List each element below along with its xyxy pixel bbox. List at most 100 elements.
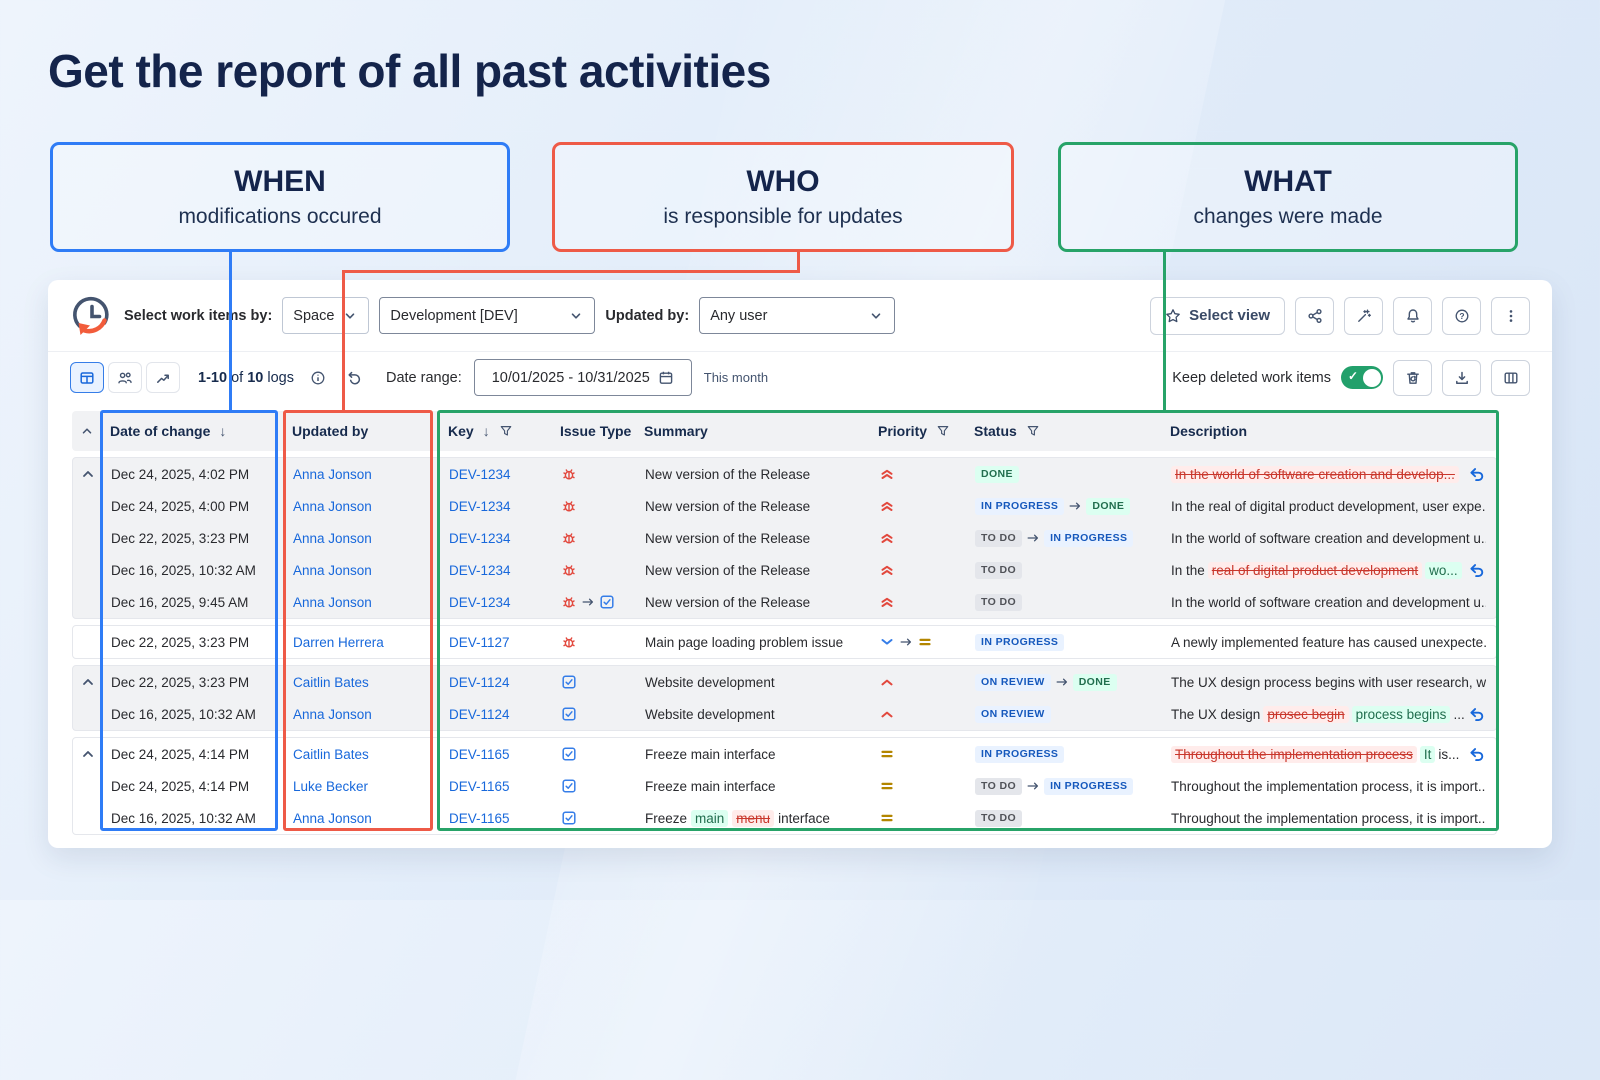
filter-icon[interactable]: [1026, 424, 1040, 438]
collapse-group-button[interactable]: [80, 674, 96, 690]
space-select-value: Space: [293, 307, 335, 324]
magic-wand-button[interactable]: [1344, 296, 1383, 335]
trash-button[interactable]: [1393, 359, 1432, 396]
keep-deleted-label: Keep deleted work items: [1172, 369, 1331, 386]
header-summary[interactable]: Summary: [644, 423, 708, 439]
collapse-all-icon[interactable]: [80, 424, 94, 438]
task-icon: [561, 706, 577, 722]
log-group: Dec 22, 2025, 3:23 PM Darren Herrera DEV-1…: [72, 625, 1497, 659]
header-status[interactable]: Status: [974, 423, 1017, 439]
cell-issue-type: [553, 746, 637, 762]
project-select[interactable]: Development [DEV]: [379, 297, 596, 334]
download-button[interactable]: [1442, 359, 1481, 396]
more-actions-button[interactable]: [1491, 296, 1530, 335]
user-link[interactable]: Anna Jonson: [293, 498, 372, 514]
trash-icon: [1405, 370, 1421, 386]
table-row[interactable]: Dec 24, 2025, 4:00 PM Anna Jonson DEV-1234…: [73, 490, 1496, 522]
columns-button[interactable]: [1491, 359, 1530, 396]
status-badge: TO DO: [975, 529, 1023, 547]
table-row[interactable]: Dec 16, 2025, 9:45 AM Anna Jonson DEV-1234…: [73, 586, 1496, 618]
help-button[interactable]: ?: [1442, 296, 1481, 335]
table-view-button[interactable]: [70, 362, 104, 393]
undo-change-button[interactable]: [1468, 561, 1486, 579]
date-range-input[interactable]: 10/01/2025 - 10/31/2025: [473, 359, 692, 396]
cell-description: In the world of software creation and de…: [1163, 595, 1496, 610]
work-item-key-link[interactable]: DEV-1234: [449, 562, 511, 578]
cell-updated-by: Caitlin Bates: [285, 747, 441, 762]
user-link[interactable]: Luke Becker: [293, 778, 369, 794]
svg-text:?: ?: [1459, 311, 1464, 321]
priority-high-icon: [879, 674, 895, 690]
work-item-key-link[interactable]: DEV-1234: [449, 498, 511, 514]
kebab-menu-icon: [1503, 308, 1519, 324]
user-link[interactable]: Caitlin Bates: [293, 674, 369, 690]
user-link[interactable]: Anna Jonson: [293, 466, 372, 482]
refresh-button[interactable]: [342, 366, 366, 390]
work-item-key-link[interactable]: DEV-1124: [449, 674, 510, 690]
task-icon: [561, 778, 577, 794]
space-select[interactable]: Space: [282, 297, 370, 334]
work-item-key-link[interactable]: DEV-1234: [449, 594, 511, 610]
collapse-group-button[interactable]: [80, 746, 96, 762]
table-row[interactable]: Dec 24, 2025, 4:02 PM Anna Jonson DEV-1234…: [73, 458, 1496, 490]
work-item-key-link[interactable]: DEV-1234: [449, 466, 511, 482]
user-link[interactable]: Anna Jonson: [293, 562, 372, 578]
work-item-key-link[interactable]: DEV-1124: [449, 706, 510, 722]
filter-icon[interactable]: [936, 424, 950, 438]
header-description[interactable]: Description: [1170, 423, 1248, 439]
sort-down-icon[interactable]: ↓: [482, 423, 490, 439]
log-group: Dec 22, 2025, 3:23 PM Caitlin Bates DEV-11…: [72, 665, 1497, 731]
table-row[interactable]: Dec 24, 2025, 4:14 PM Caitlin Bates DEV-11…: [73, 738, 1496, 770]
table-row[interactable]: Dec 24, 2025, 4:14 PM Luke Becker DEV-1165…: [73, 770, 1496, 802]
undo-change-button[interactable]: [1468, 745, 1486, 763]
sub-toolbar: 1-10 of 10 logs Date range: 10/01/2025 -…: [48, 352, 1552, 403]
header-updated-by[interactable]: Updated by: [292, 423, 369, 439]
table-row[interactable]: Dec 22, 2025, 3:23 PM Caitlin Bates DEV-11…: [73, 666, 1496, 698]
table-row[interactable]: Dec 22, 2025, 3:23 PM Darren Herrera DEV-1…: [73, 626, 1496, 658]
user-link[interactable]: Anna Jonson: [293, 530, 372, 546]
user-link[interactable]: Darren Herrera: [293, 634, 384, 650]
work-item-key-link[interactable]: DEV-1165: [449, 746, 510, 762]
user-link[interactable]: Anna Jonson: [293, 810, 372, 826]
info-button[interactable]: [306, 366, 330, 390]
bug-icon: [561, 634, 577, 650]
undo-change-button[interactable]: [1468, 705, 1486, 723]
table-row[interactable]: Dec 16, 2025, 10:32 AM Anna Jonson DEV-112…: [73, 698, 1496, 730]
updated-by-select[interactable]: Any user: [699, 297, 896, 334]
table-row[interactable]: Dec 22, 2025, 3:23 PM Anna Jonson DEV-1234…: [73, 522, 1496, 554]
cell-updated-by: Anna Jonson: [285, 811, 441, 826]
people-view-button[interactable]: [108, 362, 142, 393]
keep-deleted-toggle[interactable]: ✓: [1341, 366, 1383, 389]
table-row[interactable]: Dec 16, 2025, 10:32 AM Anna Jonson DEV-123…: [73, 554, 1496, 586]
user-link[interactable]: Caitlin Bates: [293, 746, 369, 762]
cell-description: A newly implemented feature has caused u…: [1163, 635, 1496, 650]
arrow-right-icon: [1026, 779, 1040, 793]
share-button[interactable]: [1295, 296, 1334, 335]
select-view-button[interactable]: Select view: [1150, 296, 1285, 335]
header-priority[interactable]: Priority: [878, 423, 928, 439]
user-link[interactable]: Anna Jonson: [293, 706, 372, 722]
collapse-group-button[interactable]: [80, 466, 96, 482]
undo-change-button[interactable]: [1468, 465, 1486, 483]
cell-issue-type: [553, 562, 637, 578]
text-fragment-plain: Freeze main interface: [645, 746, 776, 762]
filter-icon[interactable]: [499, 424, 513, 438]
user-link[interactable]: Anna Jonson: [293, 594, 372, 610]
work-item-key-link[interactable]: DEV-1165: [449, 810, 510, 826]
text-fragment-plain: Main page loading problem issue: [645, 634, 844, 650]
work-item-key-link[interactable]: DEV-1165: [449, 778, 510, 794]
cell-key: DEV-1165: [441, 811, 553, 826]
select-view-label: Select view: [1189, 307, 1270, 324]
trend-view-button[interactable]: [146, 362, 180, 393]
sort-down-icon[interactable]: ↓: [219, 423, 227, 439]
task-icon: [599, 594, 615, 610]
work-item-key-link[interactable]: DEV-1127: [449, 634, 510, 650]
header-date[interactable]: Date of change: [110, 423, 211, 439]
header-issue-type[interactable]: Issue Type: [560, 423, 632, 439]
work-item-key-link[interactable]: DEV-1234: [449, 530, 511, 546]
notifications-button[interactable]: [1393, 296, 1432, 335]
text-fragment-plain: The UX design process begins with user r…: [1171, 674, 1486, 690]
page-title: Get the report of all past activities: [48, 45, 771, 97]
table-row[interactable]: Dec 16, 2025, 10:32 AM Anna Jonson DEV-116…: [73, 802, 1496, 834]
header-key[interactable]: Key: [448, 423, 474, 439]
